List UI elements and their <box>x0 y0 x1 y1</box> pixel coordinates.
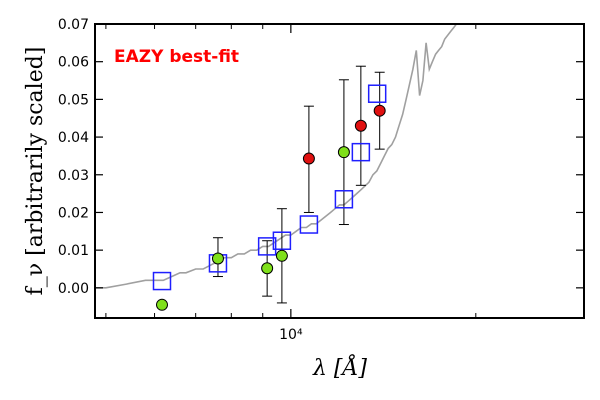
model-spectrum-line <box>95 24 461 289</box>
observed-flux-red-point <box>302 152 315 165</box>
plot-frame <box>94 23 585 319</box>
y-tick-label: 0.01 <box>58 243 89 259</box>
y-tick-label: 0.07 <box>58 17 89 33</box>
model-flux-square <box>299 215 319 234</box>
x-axis-title: λ [Å] <box>312 353 367 381</box>
model-flux-square <box>272 231 292 250</box>
model-flux-square <box>257 237 277 256</box>
plot-layer <box>95 24 461 289</box>
y-tick-label: 0.00 <box>58 281 89 297</box>
model-flux-square <box>351 142 371 162</box>
observed-flux-green-point <box>155 298 168 311</box>
y-tick-label: 0.06 <box>58 55 89 71</box>
observed-flux-red-point <box>354 119 367 132</box>
observed-flux-red-point <box>373 104 386 117</box>
y-tick-label: 0.03 <box>58 168 89 184</box>
chart-annotation: EAZY best-fit <box>114 47 239 67</box>
y-tick-label: 0.05 <box>58 92 89 108</box>
observed-flux-green-point <box>337 146 350 159</box>
observed-flux-green-point <box>275 249 288 262</box>
x-tick-label: 10⁴ <box>279 327 303 343</box>
model-flux-square <box>367 84 387 103</box>
y-tick-label: 0.04 <box>58 130 89 146</box>
error-bar-layer <box>212 65 385 304</box>
observed-flux-green-point <box>211 252 224 265</box>
model-flux-square <box>334 190 354 209</box>
tick-layer: 0.00 0.01 0.02 0.03 0.04 0.05 0.06 0.07 10⁴ <box>58 17 585 343</box>
y-axis-title: f_ν [arbitrarily scaled] <box>23 47 48 296</box>
model-flux-square <box>152 271 172 291</box>
y-tick-label: 0.02 <box>58 205 89 221</box>
marker-layer <box>152 84 387 311</box>
observed-flux-green-point <box>261 262 274 275</box>
